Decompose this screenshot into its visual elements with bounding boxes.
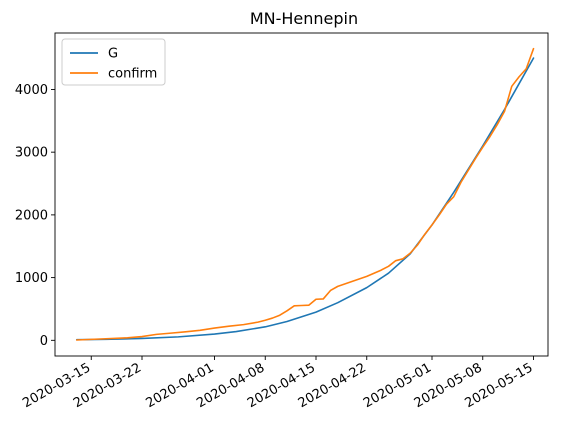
y-tick-label: 3000 bbox=[15, 146, 48, 161]
y-axis: 0 1000 2000 3000 4000 bbox=[15, 83, 55, 349]
series-line-0 bbox=[75, 57, 535, 341]
legend-label-0: G bbox=[108, 47, 118, 62]
chart-title: MN-Hennepin bbox=[250, 9, 358, 28]
y-tick-label: 0 bbox=[40, 334, 48, 349]
series-line-1 bbox=[75, 47, 535, 341]
y-tick-label: 1000 bbox=[15, 271, 48, 286]
plot-lines bbox=[75, 47, 535, 341]
y-tick-label: 4000 bbox=[15, 83, 48, 98]
y-tick-label: 2000 bbox=[15, 208, 48, 223]
plot-frame bbox=[54, 32, 549, 357]
legend-label-1: confirm bbox=[108, 67, 157, 82]
